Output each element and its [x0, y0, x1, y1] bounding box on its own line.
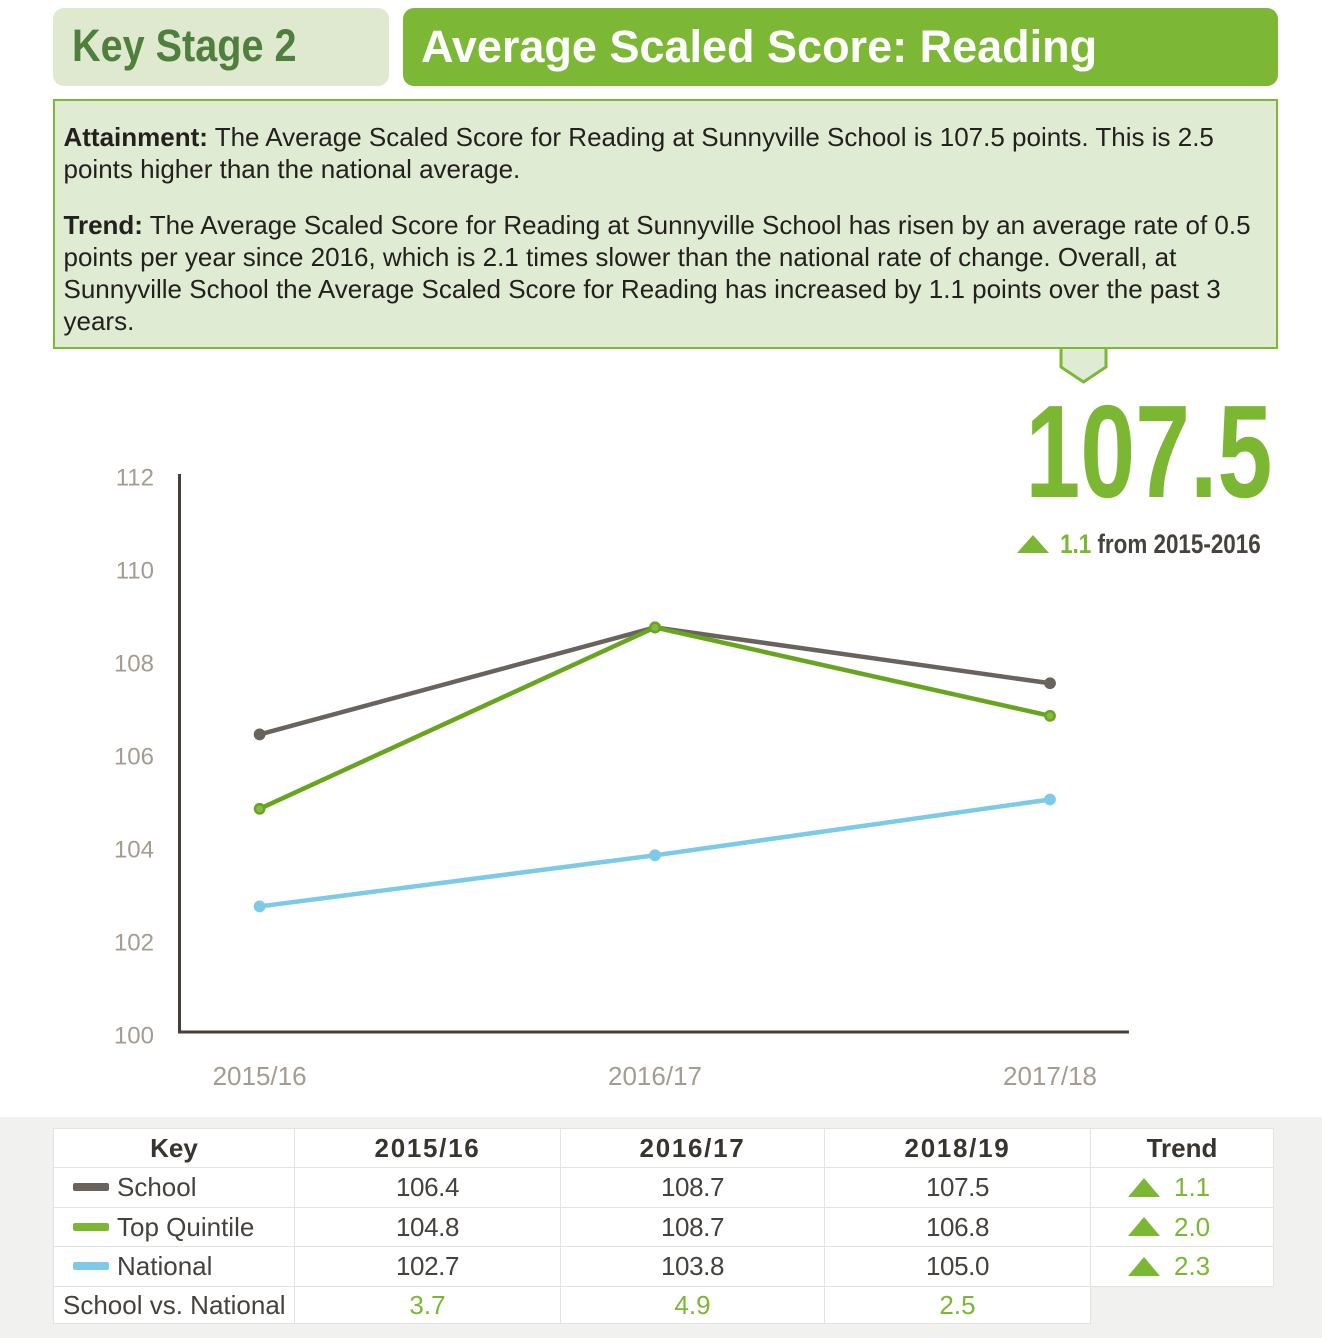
svg-text:2015/16: 2015/16 [213, 1061, 307, 1091]
svg-text:102: 102 [114, 930, 154, 957]
svg-text:106: 106 [114, 744, 154, 771]
svg-text:112: 112 [116, 465, 154, 492]
svg-text:2016/17: 2016/17 [608, 1061, 702, 1091]
svg-text:100: 100 [114, 1023, 154, 1050]
svg-text:2017/18: 2017/18 [1003, 1061, 1097, 1091]
svg-text:104: 104 [114, 837, 154, 864]
svg-text:110: 110 [116, 558, 154, 585]
svg-text:108: 108 [114, 651, 154, 678]
